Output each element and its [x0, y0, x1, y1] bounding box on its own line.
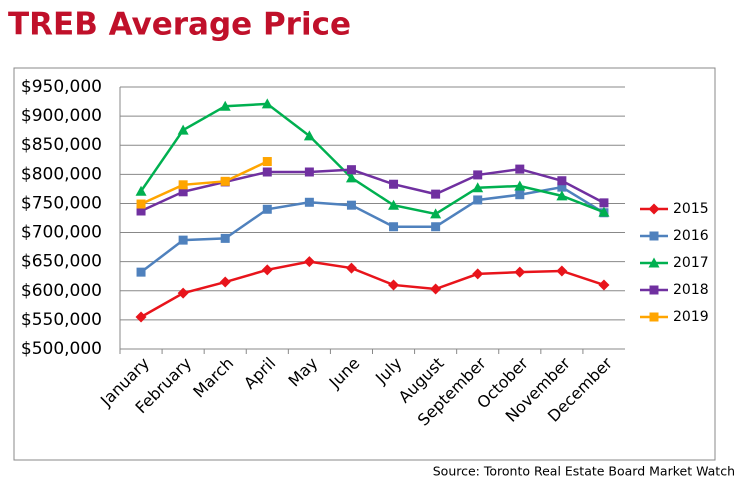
- legend-marker: [649, 231, 659, 241]
- y-tick-label: $600,000: [21, 281, 102, 301]
- legend-label: 2019: [673, 309, 709, 325]
- legend-marker: [649, 285, 659, 295]
- y-tick-label: $550,000: [21, 310, 102, 330]
- data-point: [303, 256, 315, 268]
- data-point: [388, 199, 400, 210]
- legend-label: 2015: [673, 201, 709, 217]
- data-point: [556, 265, 568, 277]
- data-point: [472, 182, 484, 193]
- data-point: [135, 311, 147, 323]
- data-point: [220, 233, 230, 243]
- y-tick-label: $650,000: [21, 252, 102, 272]
- chart-title: TREB Average Price: [8, 7, 351, 43]
- y-tick-label: $500,000: [21, 339, 102, 359]
- series-line: [140, 160, 268, 206]
- data-point: [389, 222, 399, 232]
- data-point: [304, 197, 314, 207]
- data-point: [136, 199, 146, 209]
- data-point: [514, 266, 526, 278]
- data-point: [303, 130, 315, 141]
- legend-marker: [648, 203, 660, 215]
- data-point: [219, 100, 231, 111]
- source-note: Source: Toronto Real Estate Board Market…: [433, 464, 735, 479]
- chart-frame: [13, 67, 716, 461]
- data-point: [556, 190, 568, 201]
- y-tick-label: $750,000: [21, 193, 102, 213]
- data-point: [514, 180, 526, 191]
- data-point: [598, 279, 610, 291]
- y-tick-label: $950,000: [21, 77, 102, 97]
- data-point: [220, 176, 230, 186]
- data-point: [304, 167, 314, 177]
- series-line: [140, 185, 605, 274]
- data-point: [345, 262, 357, 274]
- data-point: [473, 170, 483, 180]
- y-tick-label: $700,000: [21, 223, 102, 243]
- data-point: [431, 189, 441, 199]
- data-point: [557, 176, 567, 186]
- data-point: [136, 206, 146, 216]
- legend-label: 2016: [673, 228, 709, 244]
- data-point: [136, 267, 146, 277]
- legend-label: 2017: [673, 255, 709, 271]
- data-point: [135, 185, 147, 196]
- data-point: [473, 195, 483, 205]
- data-point: [431, 222, 441, 232]
- data-point: [388, 279, 400, 291]
- series-line: [140, 167, 605, 213]
- data-point: [346, 200, 356, 210]
- data-point: [598, 206, 610, 217]
- series-line: [140, 102, 605, 216]
- y-tick-label: $800,000: [21, 164, 102, 184]
- legend-marker: [649, 312, 659, 322]
- y-tick-label: $850,000: [21, 135, 102, 155]
- data-point: [346, 165, 356, 175]
- data-point: [599, 198, 609, 208]
- data-point: [262, 157, 272, 167]
- data-point: [262, 204, 272, 214]
- data-point: [177, 287, 189, 299]
- data-point: [178, 180, 188, 190]
- y-tick-label: $900,000: [21, 106, 102, 126]
- data-point: [261, 98, 273, 109]
- data-point: [345, 172, 357, 183]
- data-point: [430, 283, 442, 295]
- data-point: [389, 179, 399, 189]
- data-point: [430, 208, 442, 219]
- series-line: [140, 260, 605, 319]
- legend-marker: [648, 257, 660, 268]
- data-point: [178, 235, 188, 245]
- data-point: [515, 190, 525, 200]
- data-point: [262, 167, 272, 177]
- data-point: [261, 264, 273, 276]
- data-point: [219, 276, 231, 288]
- data-point: [472, 268, 484, 280]
- data-point: [178, 187, 188, 197]
- data-point: [177, 124, 189, 135]
- legend-label: 2018: [673, 282, 709, 298]
- data-point: [515, 164, 525, 174]
